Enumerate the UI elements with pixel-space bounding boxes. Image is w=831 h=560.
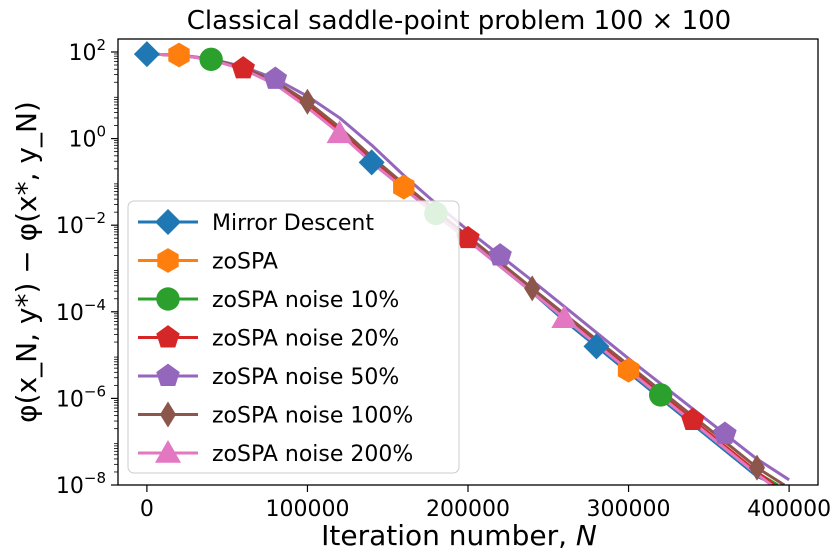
legend-marker: [156, 325, 180, 348]
series-marker-4: [681, 407, 705, 431]
legend-label: zoSPA noise 50%: [212, 365, 399, 390]
series-marker-1: [358, 149, 385, 176]
series-marker-2: [168, 42, 190, 68]
series-marker-2: [617, 357, 640, 383]
y-tick-label: 10−8: [56, 469, 106, 499]
series-marker-6: [524, 275, 541, 302]
legend-label: zoSPA noise 200%: [212, 442, 413, 467]
legend-marker: [156, 363, 180, 386]
legend-marker: [157, 248, 179, 273]
legend-label: zoSPA: [212, 250, 278, 275]
y-tick-label: 10−4: [56, 296, 106, 326]
y-tick-label: 10−2: [56, 209, 106, 239]
y-tick-label: 100: [68, 123, 106, 153]
legend: Mirror Descent zoSPA zoSPA noise 10% zoSPA …: [127, 200, 460, 474]
series-marker-7: [551, 305, 578, 329]
x-tick-label: 400000: [747, 497, 831, 522]
y-axis-ticks: 102 100 10−2 10−4 10−6 10−8: [56, 36, 118, 499]
series-marker-5: [263, 66, 288, 89]
series-marker-7: [326, 120, 353, 144]
x-axis-label-variable: N: [576, 519, 597, 552]
y-tick-label: 10−6: [56, 382, 106, 412]
marker-layer: [133, 41, 766, 481]
legend-marker: [156, 287, 180, 311]
x-tick-label: 200000: [426, 497, 510, 522]
legend-label: zoSPA noise 100%: [212, 404, 413, 429]
series-marker-3: [199, 47, 223, 72]
series-marker-5: [488, 243, 512, 266]
series-marker-1: [133, 41, 160, 68]
x-tick-label: 100000: [265, 497, 349, 522]
chart-title: Classical saddle-point problem 100 × 100: [187, 6, 731, 36]
x-axis-ticks: 0 100000 200000 300000 400000: [140, 485, 831, 522]
series-marker-1: [583, 333, 610, 360]
series-marker-6: [748, 454, 766, 481]
series-marker-6: [299, 88, 316, 115]
series-marker-2: [393, 174, 415, 200]
legend-label: zoSPA noise 20%: [212, 327, 399, 352]
legend-marker: [155, 209, 181, 235]
x-axis-label-text: Iteration number,: [321, 519, 576, 552]
x-axis-label: Iteration number, N: [321, 519, 597, 552]
y-tick-label: 102: [68, 36, 106, 66]
legend-label: zoSPA noise 10%: [212, 288, 399, 313]
series-marker-5: [713, 421, 737, 444]
x-tick-label: 300000: [587, 497, 671, 522]
series-marker-4: [456, 225, 480, 249]
legend-label: Mirror Descent: [212, 211, 374, 236]
y-axis-label: φ(x_N, y*) − φ(x*, y_N): [10, 101, 43, 423]
legend-marker: [159, 401, 177, 428]
series-marker-3: [648, 383, 673, 407]
series-marker-4: [231, 56, 255, 79]
legend-box: [127, 200, 460, 474]
legend-marker: [155, 440, 181, 463]
x-tick-label: 0: [140, 497, 154, 522]
